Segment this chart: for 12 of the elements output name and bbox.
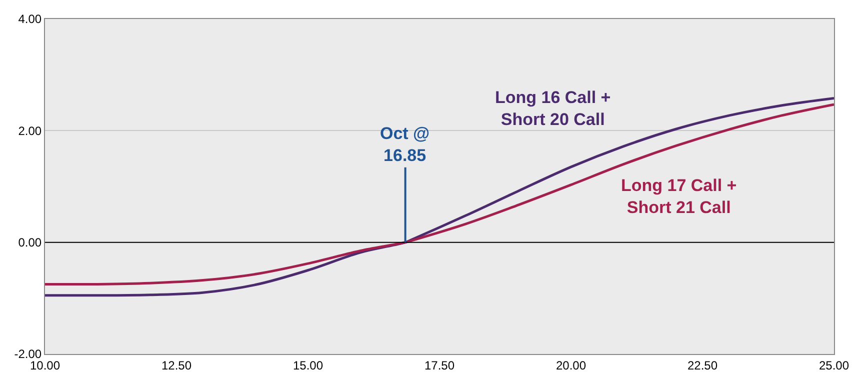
y-tick-label: 4.00: [18, 12, 42, 26]
x-tick-label: 17.50: [424, 358, 455, 372]
y-tick-label: 0.00: [18, 236, 42, 250]
x-tick-label: 12.50: [161, 358, 192, 372]
series-label: Long 17 Call + Short 21 Call: [621, 176, 737, 218]
annotation: Oct @ 16.85: [380, 124, 430, 166]
x-tick-label: 15.00: [292, 358, 324, 372]
y-tick-label: 2.00: [18, 124, 42, 138]
series-label: Long 16 Call + Short 20 Call: [495, 88, 611, 130]
x-tick-label: 25.00: [818, 358, 850, 372]
x-tick-label: 22.50: [687, 358, 718, 372]
x-tick-label: 20.00: [556, 358, 586, 372]
